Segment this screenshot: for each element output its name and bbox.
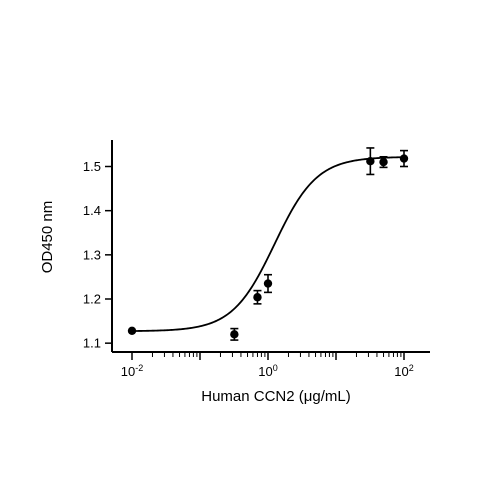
- y-ticks: 1.1 1.2 1.3 1.4 1.5: [83, 159, 112, 351]
- data-point: [253, 293, 262, 302]
- x-tick-exponent: -2: [135, 363, 143, 373]
- axes: [111, 140, 430, 353]
- x-tick-exponent: 0: [273, 363, 278, 373]
- y-tick-label: 1.3: [83, 247, 101, 262]
- data-point: [127, 326, 137, 335]
- data-point: [366, 157, 375, 166]
- data-point: [399, 154, 409, 163]
- data-point: [230, 330, 239, 339]
- x-axis-title: Human CCN2 (μg/mL): [201, 388, 351, 405]
- x-tick-base: 10: [258, 364, 272, 379]
- x-tick-label: 100: [258, 363, 277, 379]
- y-tick-label: 1.2: [83, 292, 101, 307]
- y-tick-label: 1.1: [83, 336, 101, 351]
- data-point: [379, 157, 388, 167]
- x-tick-exponent: 2: [409, 363, 414, 373]
- data-points: [127, 154, 409, 339]
- x-tick-base: 10: [121, 364, 135, 379]
- x-ticks: 10-2 100 102: [121, 352, 414, 379]
- y-axis-title: OD450 nm: [39, 201, 56, 274]
- error-bars: [230, 147, 408, 341]
- y-tick-label: 1.5: [83, 159, 101, 174]
- data-point: [263, 279, 273, 288]
- fit-curve: [131, 156, 405, 332]
- x-tick-label: 102: [394, 363, 413, 379]
- x-tick-label: 10-2: [121, 363, 143, 379]
- x-tick-base: 10: [394, 364, 408, 379]
- y-tick-label: 1.4: [83, 203, 101, 218]
